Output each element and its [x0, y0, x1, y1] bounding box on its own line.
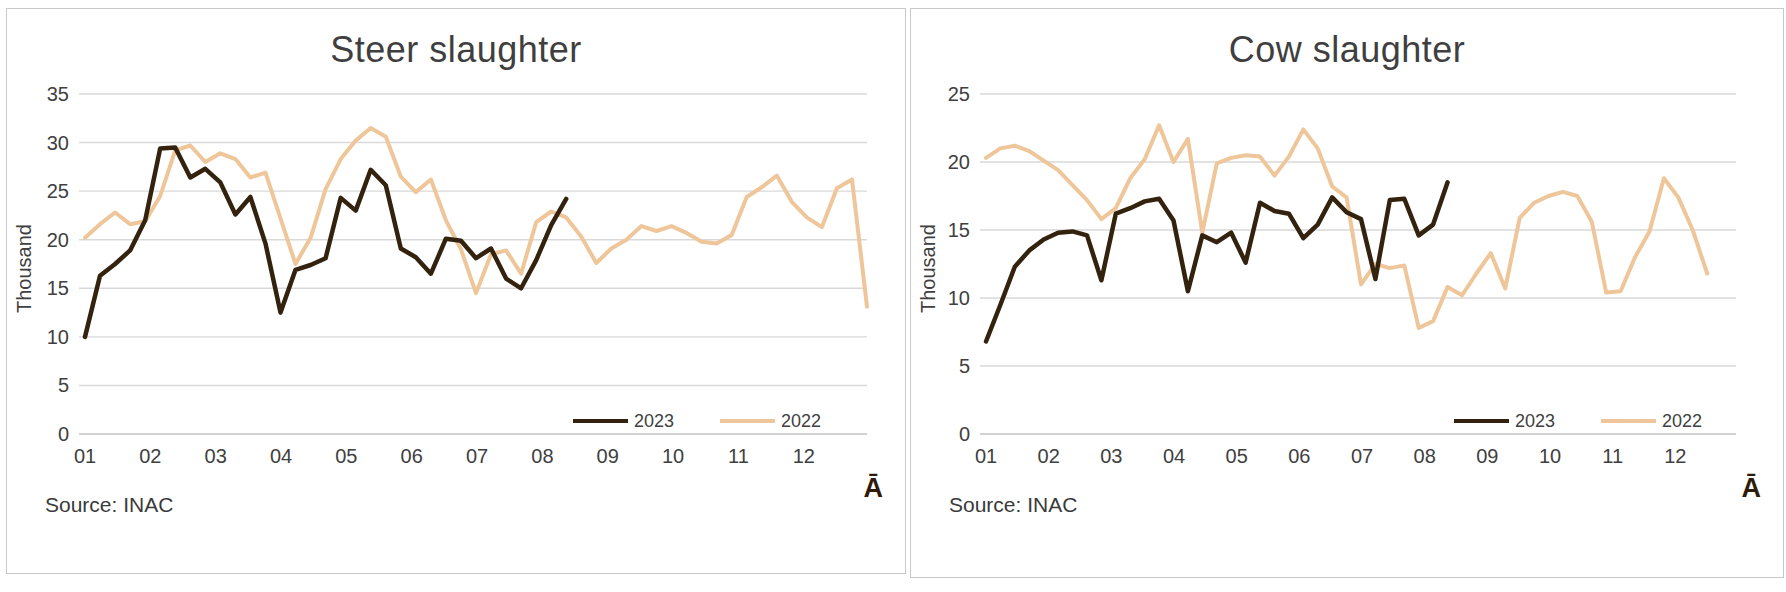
x-tick-label: 01	[975, 445, 997, 467]
legend-label-2023: 2023	[1515, 411, 1555, 432]
x-tick-label: 12	[793, 445, 815, 467]
stray-character-glyph: Ā	[1742, 473, 1762, 504]
x-tick-label: 04	[1163, 445, 1185, 467]
x-tick-label: 10	[662, 445, 684, 467]
x-tick-label: 12	[1664, 445, 1686, 467]
x-tick-label: 09	[597, 445, 619, 467]
x-tick-label: 06	[1288, 445, 1310, 467]
x-tick-label: 04	[270, 445, 292, 467]
y-tick-label: 20	[948, 151, 970, 173]
y-tick-label: 30	[47, 132, 69, 154]
y-axis-title: Thousand	[13, 169, 41, 369]
legend-swatch-2022	[1601, 419, 1656, 423]
series-line-2022	[85, 128, 867, 307]
y-axis-title: Thousand	[917, 169, 945, 369]
x-tick-label: 06	[401, 445, 423, 467]
x-tick-label: 08	[1414, 445, 1436, 467]
chart-legend: 2023 2022	[1454, 410, 1748, 432]
y-tick-label: 0	[58, 423, 69, 445]
y-tick-label: 15	[948, 219, 970, 241]
steer-plot-area: 35 30 25 20 15 10 5 001 02 03 04 05 06 07 08 09 10 11 12	[7, 9, 905, 573]
y-tick-label: 25	[47, 180, 69, 202]
chart-title: Cow slaughter	[911, 29, 1783, 71]
cow-slaughter-chart-panel: 25 20 15 10 5 001 02 03 04 05 06 07 08 09 10 11 12 Cow s…	[910, 8, 1784, 578]
chart-legend: 2023 2022	[573, 410, 867, 432]
y-tick-label: 25	[948, 83, 970, 105]
x-tick-label: 03	[1100, 445, 1122, 467]
x-tick-label: 11	[728, 445, 749, 467]
y-tick-label: 20	[47, 229, 69, 251]
x-tick-label: 10	[1539, 445, 1561, 467]
cow-plot-area: 25 20 15 10 5 001 02 03 04 05 06 07 08 09 10 11 12	[911, 9, 1783, 577]
x-tick-label: 01	[74, 445, 96, 467]
legend-item-2023: 2023	[1454, 411, 1555, 432]
x-tick-label: 02	[139, 445, 161, 467]
x-tick-label: 08	[531, 445, 553, 467]
y-tick-label: 10	[948, 287, 970, 309]
x-tick-label: 05	[335, 445, 357, 467]
x-tick-label: 02	[1038, 445, 1060, 467]
legend-label-2022: 2022	[1662, 411, 1702, 432]
series-line-2023	[986, 182, 1448, 341]
report-canvas: 35302520151050010203040506070809101112 S…	[0, 0, 1786, 592]
x-tick-label: 03	[205, 445, 227, 467]
legend-item-2022: 2022	[1601, 411, 1702, 432]
stray-character-glyph: Ā	[864, 473, 884, 504]
legend-label-2022: 2022	[781, 411, 821, 432]
series-line-2023	[85, 147, 566, 337]
y-tick-label: 5	[959, 355, 970, 377]
legend-item-2023: 2023	[573, 411, 674, 432]
y-tick-label: 35	[47, 83, 69, 105]
y-tick-label: 10	[47, 326, 69, 348]
legend-swatch-2023	[573, 419, 628, 423]
source-note: Source: INAC	[45, 493, 173, 517]
legend-swatch-2023	[1454, 419, 1509, 423]
y-tick-label: 5	[58, 374, 69, 396]
x-tick-label: 05	[1226, 445, 1248, 467]
legend-label-2023: 2023	[634, 411, 674, 432]
x-tick-label: 07	[1351, 445, 1373, 467]
x-tick-label: 11	[1602, 445, 1623, 467]
x-tick-label: 07	[466, 445, 488, 467]
legend-item-2022: 2022	[720, 411, 821, 432]
legend-swatch-2022	[720, 419, 775, 423]
chart-title: Steer slaughter	[7, 29, 905, 71]
x-tick-label: 09	[1476, 445, 1498, 467]
steer-slaughter-chart-panel: 35 30 25 20 15 10 5 001 02 03 04 05 06 07 08 09 10 11 12 S…	[6, 8, 906, 574]
y-tick-label: 0	[959, 423, 970, 445]
y-tick-label: 15	[47, 277, 69, 299]
source-note: Source: INAC	[949, 493, 1077, 517]
